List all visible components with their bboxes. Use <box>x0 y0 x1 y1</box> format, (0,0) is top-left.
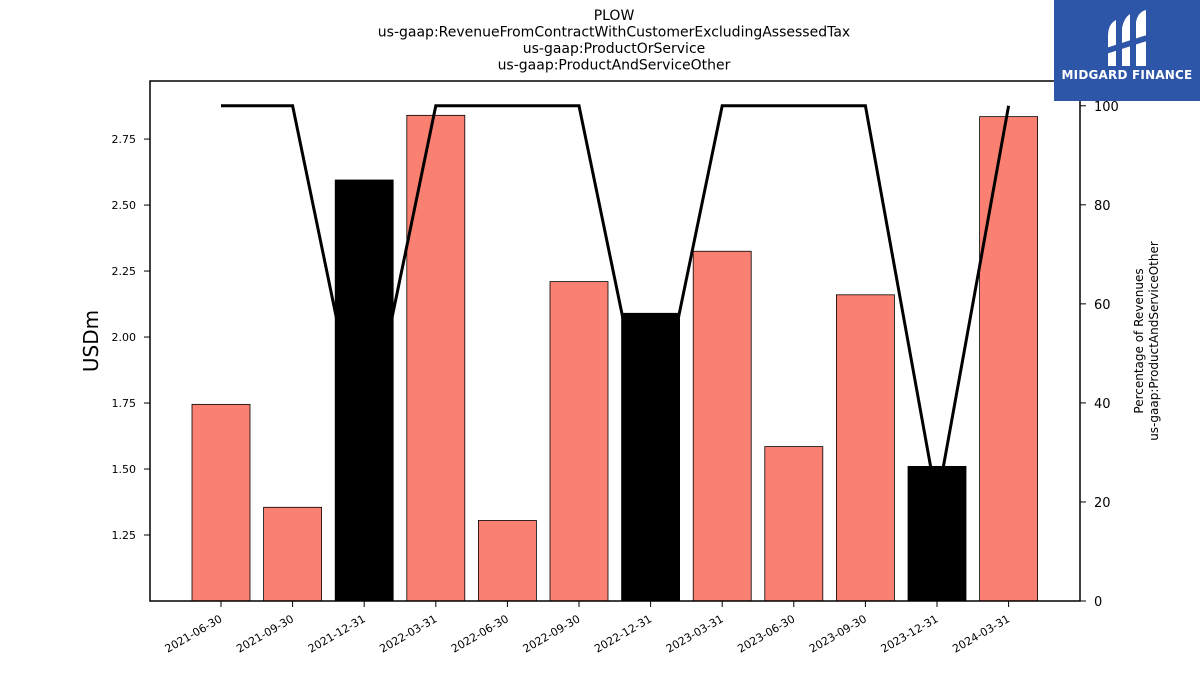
y2-tick-label: 100 <box>1094 100 1119 115</box>
x-tick-label: 2023-12-31 <box>879 612 941 655</box>
x-tick-label: 2024-03-31 <box>950 612 1012 655</box>
chart-title-line: us-gaap:RevenueFromContractWithCustomerE… <box>378 25 850 41</box>
bar <box>764 446 824 602</box>
chart-title: PLOWus-gaap:RevenueFromContractWithCusto… <box>378 8 850 74</box>
bar <box>549 281 609 602</box>
x-tick-label: 2023-09-30 <box>807 612 869 655</box>
y2-tick-label: 40 <box>1094 397 1111 412</box>
y2-axis-label-line: us-gaap:ProductAndServiceOther <box>1147 241 1161 441</box>
y2-tick-label: 0 <box>1094 595 1102 610</box>
chart-title-line: PLOW <box>594 8 635 24</box>
percentage-line <box>221 104 1011 503</box>
x-tick-label: 2022-09-30 <box>521 612 583 655</box>
x-tick-label: 2022-12-31 <box>592 612 654 655</box>
x-axis: 2021-06-30 2021-09-30 2021-12-31 2022-03-31… <box>163 601 1012 656</box>
percentage-line-group <box>221 104 1011 503</box>
x-tick-label: 2021-06-30 <box>163 612 225 655</box>
y-tick-label: 2.25 <box>112 265 137 278</box>
bar <box>907 465 967 602</box>
y-tick-label: 1.25 <box>112 529 137 542</box>
bar <box>334 179 394 602</box>
bar <box>263 506 323 602</box>
logo-text: MIDGARD FINANCE <box>1061 68 1193 82</box>
y-tick-label: 1.50 <box>112 463 137 476</box>
y2-tick-label: 80 <box>1094 199 1111 214</box>
bar <box>692 250 752 602</box>
x-tick-label: 2022-06-30 <box>449 612 511 655</box>
logo-icon <box>1106 10 1150 66</box>
y2-axis-label-line: Percentage of Revenues <box>1132 268 1146 413</box>
x-tick-label: 2023-03-31 <box>664 612 726 655</box>
chart-title-line: us-gaap:ProductOrService <box>523 41 706 57</box>
bar <box>836 294 895 602</box>
bars <box>191 114 1038 602</box>
bar <box>191 403 251 602</box>
logo: MIDGARD FINANCE <box>1054 0 1200 101</box>
y-tick-label: 2.50 <box>112 199 137 212</box>
y-axis-left: 1.25 1.50 1.75 2.00 2.25 2.50 2.75 <box>112 133 150 542</box>
y2-tick-label: 60 <box>1094 298 1111 313</box>
x-tick-label: 2022-03-31 <box>377 612 439 655</box>
y2-axis-label: Percentage of Revenuesus-gaap:ProductAnd… <box>1132 241 1161 441</box>
x-tick-label: 2021-09-30 <box>234 612 296 655</box>
bar <box>477 520 537 602</box>
y-tick-label: 2.75 <box>112 133 137 146</box>
bar <box>979 116 1038 602</box>
x-tick-label: 2023-06-30 <box>735 612 797 655</box>
y-axis-label: USDm <box>79 310 103 372</box>
bar <box>406 114 466 602</box>
y-tick-label: 1.75 <box>112 397 137 410</box>
y-tick-label: 2.00 <box>112 331 137 344</box>
plot-frame <box>149 80 1081 602</box>
x-tick-label: 2021-12-31 <box>306 612 368 655</box>
chart-title-line: us-gaap:ProductAndServiceOther <box>498 58 731 74</box>
y2-tick-label: 20 <box>1094 496 1111 511</box>
y-axis-right: 0 20 40 60 80 100 <box>1080 100 1119 610</box>
